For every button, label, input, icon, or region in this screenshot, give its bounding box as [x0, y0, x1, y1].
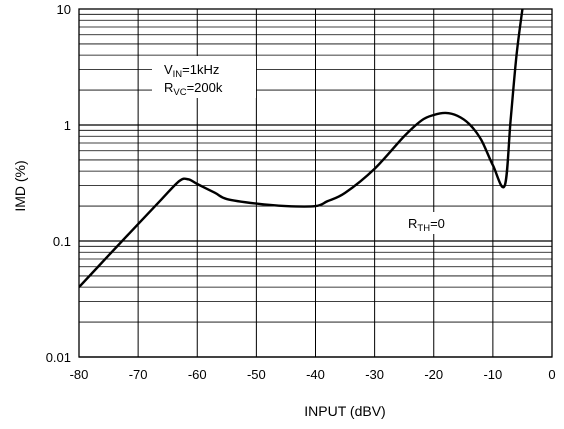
plot-frame	[78, 8, 553, 358]
x-tick-label: -20	[424, 367, 443, 382]
x-tick-label: -40	[306, 367, 325, 382]
tick-labels: -80 -70 -60 -50 -40 -30 -20 -10 0 0.01 0.1 1 10	[46, 2, 556, 382]
annotation-rvc: RVC=200k	[164, 80, 223, 98]
y-tick-label: 1	[64, 118, 71, 133]
x-tick-label: 0	[548, 367, 555, 382]
x-tick-label: -50	[247, 367, 266, 382]
series-line	[79, 9, 524, 288]
y-tick-label: 0.01	[46, 350, 71, 365]
x-tick-label: -10	[483, 367, 502, 382]
annotation-bg-rth	[402, 212, 458, 234]
x-tick-label: -80	[70, 367, 89, 382]
y-tick-label: 10	[57, 2, 71, 17]
plot-border	[78, 8, 553, 358]
x-tick-label: -60	[188, 367, 207, 382]
x-tick-label: -30	[365, 367, 384, 382]
y-tick-label: 0.1	[53, 234, 71, 249]
annotation-rth: RTH=0	[408, 216, 445, 234]
annotation-bg-vin-rvc	[152, 56, 256, 98]
x-axis-label: INPUT (dBV)	[304, 403, 385, 419]
series-layer	[79, 9, 524, 288]
x-tick-label: -70	[129, 367, 148, 382]
y-axis-label: IMD (%)	[12, 160, 28, 211]
grid	[78, 9, 553, 358]
annotation-vin: VIN=1kHz	[164, 62, 219, 80]
